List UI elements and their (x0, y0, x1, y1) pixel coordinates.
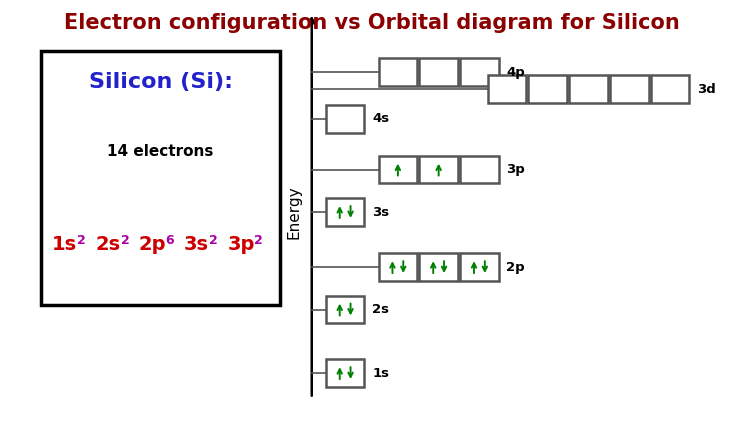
Text: 1s: 1s (51, 235, 77, 254)
Bar (610, 75, 649, 103)
Bar (487, 75, 526, 103)
Bar (378, 253, 418, 281)
Text: 3p: 3p (507, 163, 525, 176)
Text: 4p: 4p (507, 66, 525, 78)
Bar (325, 105, 365, 132)
Text: 2p: 2p (507, 261, 525, 273)
Text: 6: 6 (166, 234, 174, 247)
Text: 2s: 2s (372, 303, 389, 316)
Text: 2: 2 (77, 234, 85, 247)
Text: 3s: 3s (372, 206, 389, 218)
Text: Silicon (Si):: Silicon (Si): (88, 72, 233, 92)
Bar (419, 253, 458, 281)
Bar (460, 156, 499, 183)
Text: 2: 2 (120, 234, 129, 247)
Text: 1s: 1s (372, 367, 389, 379)
Bar (419, 59, 458, 86)
Text: 2: 2 (254, 234, 263, 247)
Text: 14 electrons: 14 electrons (108, 144, 214, 159)
Text: 3d: 3d (697, 83, 716, 95)
Bar (460, 59, 499, 86)
Bar (325, 198, 365, 226)
Text: 2s: 2s (95, 235, 120, 254)
Text: Electron configuration vs Orbital diagram for Silicon: Electron configuration vs Orbital diagra… (64, 13, 679, 33)
Bar (378, 156, 418, 183)
Bar (378, 59, 418, 86)
Bar (325, 296, 365, 323)
Text: Energy: Energy (287, 185, 302, 239)
Bar (528, 75, 567, 103)
Bar (460, 253, 499, 281)
Text: 2: 2 (209, 234, 218, 247)
Text: 3p: 3p (227, 235, 255, 254)
FancyBboxPatch shape (41, 51, 280, 305)
Bar (325, 360, 365, 387)
Bar (569, 75, 608, 103)
Text: 2p: 2p (139, 235, 166, 254)
Bar (419, 156, 458, 183)
Bar (651, 75, 690, 103)
Text: 4s: 4s (372, 112, 389, 125)
Text: 3s: 3s (184, 235, 209, 254)
